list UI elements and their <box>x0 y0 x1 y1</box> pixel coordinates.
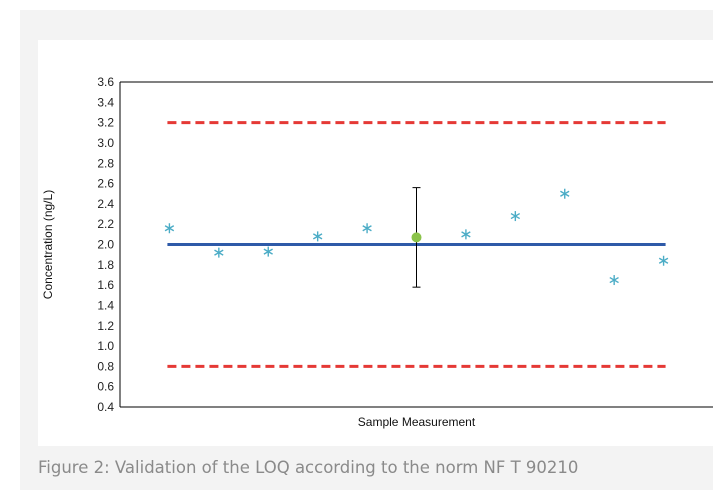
data-point <box>312 231 323 242</box>
data-point <box>214 247 224 258</box>
y-tick-label: 1.8 <box>97 258 114 272</box>
chart-panel: 0.4 0.6 0.8 1.0 1.2 1.4 1.6 1.8 2.0 2.2 2.4 2.6 2.8 3… <box>38 40 713 446</box>
asterisk-stroke <box>214 249 224 256</box>
y-tick-label: 3.4 <box>97 95 114 109</box>
mean-point <box>411 232 422 243</box>
y-tick-label: 3.2 <box>97 116 114 130</box>
y-tick-label: 2.0 <box>97 238 114 252</box>
y-tick-label: 3.0 <box>97 136 114 150</box>
y-tick-label: 2.6 <box>97 177 114 191</box>
asterisk-stroke <box>510 212 521 220</box>
x-axis-title: Sample Measurement <box>358 415 476 429</box>
data-point <box>609 275 619 286</box>
data-point <box>362 223 372 234</box>
y-tick-label: 1.6 <box>97 278 114 292</box>
y-tick-label: 2.4 <box>97 197 114 211</box>
data-point <box>560 188 570 199</box>
data-point <box>461 229 471 240</box>
asterisk-stroke <box>312 233 323 240</box>
data-point <box>263 246 273 257</box>
y-tick-label: 0.8 <box>97 359 114 373</box>
data-point <box>164 223 175 234</box>
asterisk-stroke <box>560 190 570 197</box>
asterisk-stroke <box>263 248 273 255</box>
y-tick-label: 3.6 <box>97 75 114 89</box>
asterisk-stroke <box>362 225 372 232</box>
y-tick-label: 2.8 <box>97 156 114 170</box>
asterisk-stroke <box>164 225 175 232</box>
figure-caption: Figure 2: Validation of the LOQ accordin… <box>38 458 579 477</box>
data-point <box>510 211 521 222</box>
y-tick-label: 0.4 <box>97 400 114 414</box>
asterisk-stroke <box>609 276 619 284</box>
scatter-chart: 0.4 0.6 0.8 1.0 1.2 1.4 1.6 1.8 2.0 2.2 2.4 2.6 2.8 3… <box>41 75 713 429</box>
figure-frame: 0.4 0.6 0.8 1.0 1.2 1.4 1.6 1.8 2.0 2.2 2.4 2.6 2.8 3… <box>20 10 713 490</box>
y-tick-label: 1.2 <box>97 319 114 333</box>
y-tick-label: 1.4 <box>97 298 114 312</box>
asterisk-stroke <box>658 257 669 264</box>
y-tick-label: 2.2 <box>97 217 114 231</box>
data-point <box>658 255 669 266</box>
y-axis-title: Concentration (ng/L) <box>41 190 55 299</box>
y-tick-label: 0.6 <box>97 380 114 394</box>
y-tick-label: 1.0 <box>97 339 114 353</box>
asterisk-stroke <box>461 231 471 238</box>
